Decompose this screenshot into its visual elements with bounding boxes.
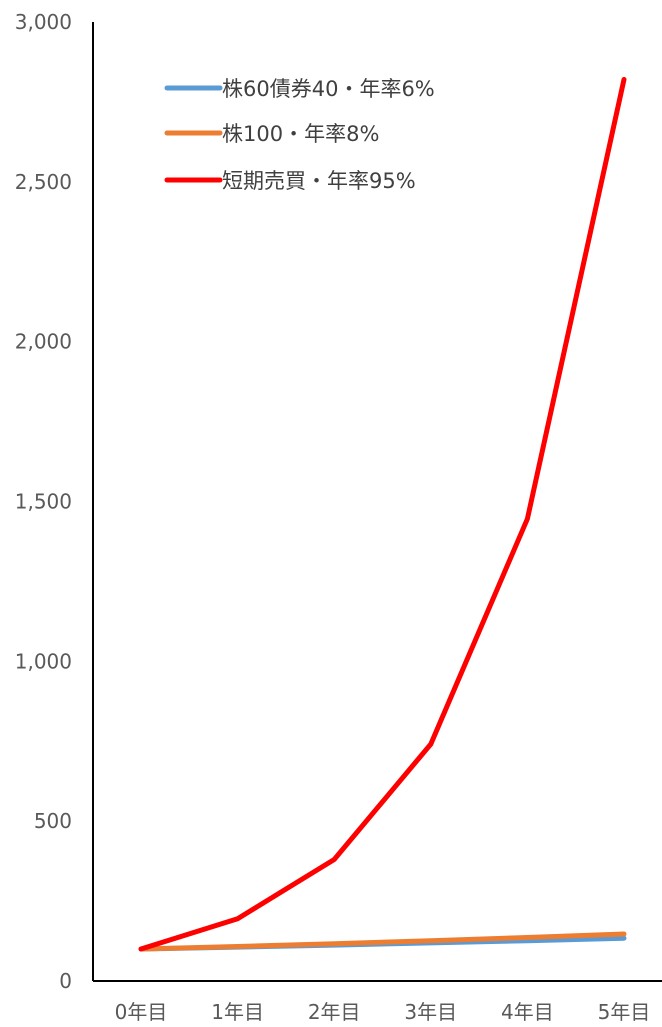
x-tick-label: 3年目	[404, 1000, 457, 1023]
y-tick-label: 2,500	[15, 170, 72, 194]
y-tick-label: 1,000	[15, 649, 72, 673]
x-tick-label: 1年目	[211, 1000, 264, 1023]
x-tick-label: 4年目	[501, 1000, 554, 1023]
y-tick-label: 1,500	[15, 490, 72, 514]
x-tick-label: 0年目	[115, 1000, 168, 1023]
y-tick-label: 3,000	[15, 10, 72, 34]
series-line-3	[141, 80, 624, 950]
series-lines	[141, 79, 624, 949]
legend-label: 短期売買・年率95%	[222, 169, 416, 193]
legend-label: 株60債券40・年率6%	[222, 77, 435, 101]
y-tick-label: 500	[34, 809, 72, 833]
y-tick-label: 2,000	[15, 330, 72, 354]
x-tick-label: 5年目	[598, 1000, 651, 1023]
legend-label: 株100・年率8%	[222, 122, 379, 146]
legend: 株60債券40・年率6% 株100・年率8% 短期売買・年率95%	[167, 77, 435, 193]
x-tick-label: 2年目	[308, 1000, 361, 1023]
y-tick-label: 0	[59, 969, 72, 993]
axes: 0 500 1,000 1,500 2,000 2,500 3,000 0年目 1年目 2年目 3年…	[15, 10, 662, 1023]
